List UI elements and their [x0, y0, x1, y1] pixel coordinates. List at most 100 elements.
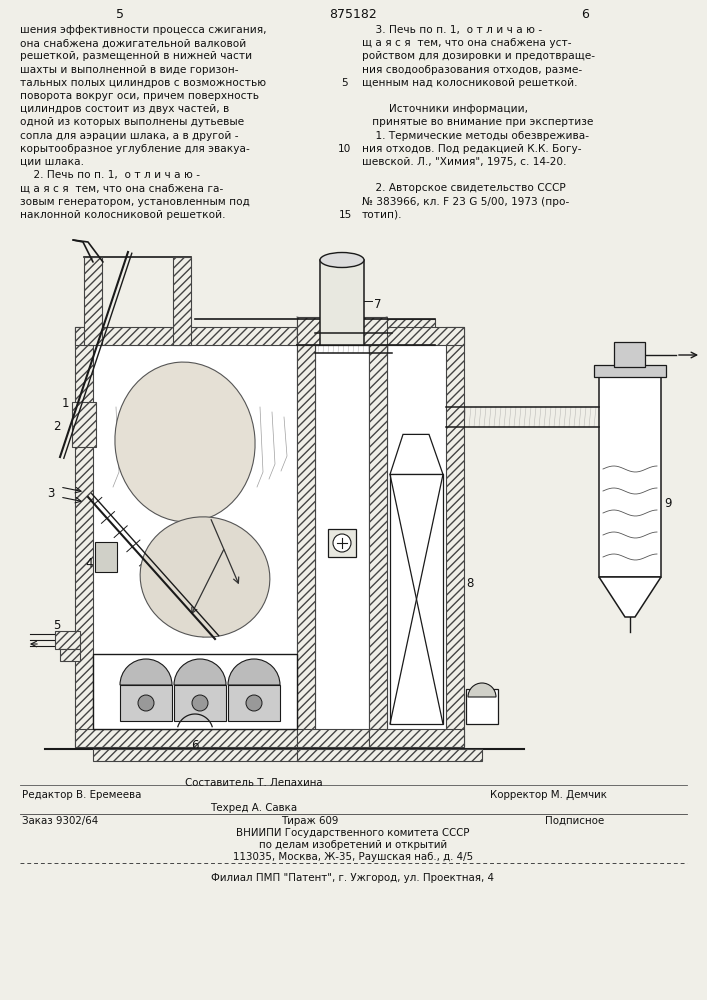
- Text: 7: 7: [374, 298, 382, 311]
- Text: Заказ 9302/64: Заказ 9302/64: [22, 816, 98, 826]
- Text: Составитель Т. Лепахина: Составитель Т. Лепахина: [185, 778, 323, 788]
- Bar: [120, 685, 172, 721]
- Text: она снабжена дожигательной валковой: она снабжена дожигательной валковой: [20, 38, 246, 48]
- Text: наклонной колосниковой решеткой.: наклонной колосниковой решеткой.: [20, 210, 226, 220]
- Text: Филиал ПМП "Патент", г. Ужгород, ул. Проектная, 4: Филиал ПМП "Патент", г. Ужгород, ул. Про…: [211, 873, 494, 883]
- Bar: [297, 327, 315, 747]
- Wedge shape: [468, 683, 496, 697]
- Text: 2: 2: [53, 420, 61, 433]
- Bar: [387, 345, 446, 729]
- Text: ройством для дозировки и предотвраще-: ройством для дозировки и предотвраще-: [362, 51, 595, 61]
- Bar: [174, 685, 226, 721]
- Text: тотип).: тотип).: [362, 210, 402, 220]
- Bar: [297, 729, 387, 747]
- Wedge shape: [228, 659, 280, 685]
- Text: ния отходов. Под редакцией К.К. Богу-: ния отходов. Под редакцией К.К. Богу-: [362, 144, 581, 154]
- Ellipse shape: [140, 517, 270, 637]
- Bar: [75, 327, 315, 345]
- Wedge shape: [174, 659, 226, 685]
- Bar: [594, 365, 666, 377]
- Text: щенным над колосниковой решеткой.: щенным над колосниковой решеткой.: [362, 78, 578, 88]
- Text: 2. Печь по п. 1,  о т л и ч а ю -: 2. Печь по п. 1, о т л и ч а ю -: [20, 170, 200, 180]
- Text: сопла для аэрации шлака, а в другой -: сопла для аэрации шлака, а в другой -: [20, 131, 238, 141]
- Text: поворота вокруг оси, причем поверхность: поворота вокруг оси, причем поверхность: [20, 91, 259, 101]
- Bar: [369, 327, 387, 747]
- Bar: [297, 327, 315, 747]
- Bar: [95, 542, 117, 572]
- Text: 1: 1: [62, 397, 69, 410]
- Bar: [72, 402, 96, 447]
- Bar: [297, 327, 387, 345]
- Text: Тираж 609: Тираж 609: [281, 816, 339, 826]
- Text: тальных полых цилиндров с возможностью: тальных полых цилиндров с возможностью: [20, 78, 266, 88]
- Text: корытообразное углубление для эвакуа-: корытообразное углубление для эвакуа-: [20, 144, 250, 154]
- Text: 5: 5: [341, 78, 349, 88]
- Bar: [369, 729, 464, 747]
- Bar: [75, 327, 93, 747]
- Bar: [93, 749, 302, 761]
- Bar: [228, 685, 280, 721]
- Text: 3: 3: [47, 487, 54, 500]
- Bar: [466, 689, 498, 724]
- Text: 4: 4: [85, 557, 93, 570]
- Circle shape: [192, 695, 208, 711]
- Bar: [614, 342, 645, 367]
- Text: Редактор В. Еремеева: Редактор В. Еремеева: [22, 790, 141, 800]
- Bar: [297, 749, 482, 761]
- Text: 10: 10: [339, 144, 351, 154]
- Bar: [93, 654, 297, 729]
- Text: 113035, Москва, Ж-35, Раушская наб., д. 4/5: 113035, Москва, Ж-35, Раушская наб., д. …: [233, 852, 473, 862]
- Text: шевской. Л., "Химия", 1975, с. 14-20.: шевской. Л., "Химия", 1975, с. 14-20.: [362, 157, 566, 167]
- Text: № 383966, кл. F 23 G 5/00, 1973 (про-: № 383966, кл. F 23 G 5/00, 1973 (про-: [362, 197, 569, 207]
- Text: Источники информации,: Источники информации,: [362, 104, 528, 114]
- Circle shape: [138, 695, 154, 711]
- Bar: [60, 649, 80, 661]
- Text: Техред А. Савка: Техред А. Савка: [211, 803, 298, 813]
- Text: 2. Авторское свидетельство СССР: 2. Авторское свидетельство СССР: [362, 183, 566, 193]
- Text: одной из которых выполнены дутьевые: одной из которых выполнены дутьевые: [20, 117, 244, 127]
- Text: 9: 9: [664, 497, 672, 510]
- Bar: [328, 529, 356, 557]
- Circle shape: [333, 534, 351, 552]
- Bar: [173, 257, 191, 345]
- Bar: [84, 257, 102, 345]
- Text: 6: 6: [581, 8, 589, 21]
- Text: по делам изобретений и открытий: по делам изобретений и открытий: [259, 840, 447, 850]
- Bar: [446, 327, 464, 747]
- Text: 6: 6: [192, 739, 199, 752]
- Text: 875182: 875182: [329, 8, 377, 21]
- Text: щ а я с я  тем, что она снабжена уст-: щ а я с я тем, что она снабжена уст-: [362, 38, 571, 48]
- Text: решеткой, размещенной в нижней части: решеткой, размещенной в нижней части: [20, 51, 252, 61]
- Text: ния сводообразования отходов, разме-: ния сводообразования отходов, разме-: [362, 65, 582, 75]
- Text: щ а я с я  тем, что она снабжена га-: щ а я с я тем, что она снабжена га-: [20, 183, 223, 193]
- Bar: [75, 729, 315, 747]
- Text: 5: 5: [53, 619, 60, 632]
- Text: шения эффективности процесса сжигания,: шения эффективности процесса сжигания,: [20, 25, 267, 35]
- Bar: [93, 345, 297, 729]
- Text: 5: 5: [116, 8, 124, 21]
- Bar: [55, 631, 80, 649]
- Text: ВНИИПИ Государственного комитета СССР: ВНИИПИ Государственного комитета СССР: [236, 828, 469, 838]
- Bar: [297, 319, 435, 345]
- Ellipse shape: [115, 362, 255, 522]
- Polygon shape: [599, 577, 661, 617]
- Bar: [297, 317, 387, 345]
- Text: цилиндров состоит из двух частей, в: цилиндров состоит из двух частей, в: [20, 104, 229, 114]
- Polygon shape: [390, 434, 443, 474]
- Text: шахты и выполненной в виде горизон-: шахты и выполненной в виде горизон-: [20, 65, 238, 75]
- Ellipse shape: [320, 252, 364, 267]
- Text: принятые во внимание при экспертизе: принятые во внимание при экспертизе: [362, 117, 593, 127]
- Text: ции шлака.: ции шлака.: [20, 157, 84, 167]
- Circle shape: [246, 695, 262, 711]
- Bar: [320, 260, 364, 345]
- Bar: [390, 474, 443, 724]
- Bar: [369, 327, 464, 345]
- Text: 3. Печь по п. 1,  о т л и ч а ю -: 3. Печь по п. 1, о т л и ч а ю -: [362, 25, 542, 35]
- Bar: [369, 327, 387, 747]
- Bar: [599, 367, 661, 577]
- Text: Корректор М. Демчик: Корректор М. Демчик: [490, 790, 607, 800]
- Text: 1. Термические методы обезвреживa-: 1. Термические методы обезвреживa-: [362, 131, 589, 141]
- Text: 8: 8: [466, 577, 474, 590]
- Text: зовым генератором, установленным под: зовым генератором, установленным под: [20, 197, 250, 207]
- Bar: [315, 345, 369, 729]
